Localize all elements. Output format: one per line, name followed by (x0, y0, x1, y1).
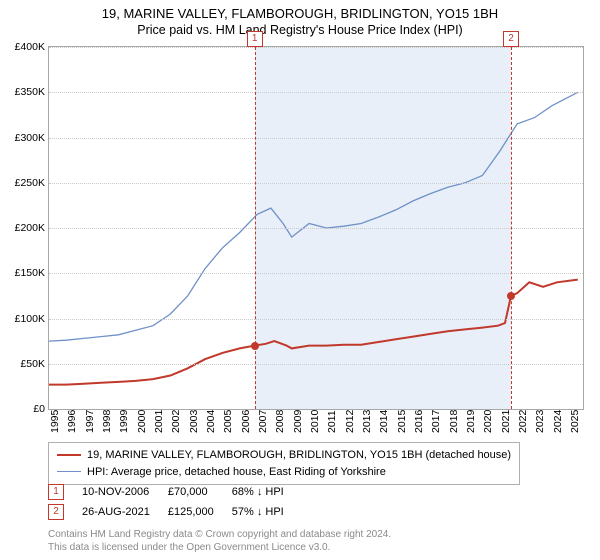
marker-point-1 (251, 342, 259, 350)
transaction-marker: 2 (48, 502, 82, 522)
footer-line2: This data is licensed under the Open Gov… (48, 541, 391, 554)
x-axis-label: 1995 (49, 410, 61, 433)
marker-box-2: 2 (503, 31, 519, 47)
x-axis-label: 2008 (274, 410, 286, 433)
gridline-h (49, 183, 583, 184)
chart-plot-area: £0£50K£100K£150K£200K£250K£300K£350K£400… (48, 46, 584, 410)
x-axis-label: 2019 (465, 410, 477, 433)
x-axis-label: 2013 (361, 410, 373, 433)
gridline-h (49, 92, 583, 93)
x-axis-label: 1999 (118, 410, 130, 433)
y-axis-label: £250K (5, 177, 45, 189)
legend-item-hpi: HPI: Average price, detached house, East… (57, 464, 511, 481)
x-axis-label: 2016 (413, 410, 425, 433)
marker-box-1: 1 (247, 31, 263, 47)
y-axis-label: £50K (5, 358, 45, 370)
chart-title: 19, MARINE VALLEY, FLAMBOROUGH, BRIDLING… (0, 0, 600, 21)
legend-swatch-hpi (57, 471, 81, 472)
y-axis-label: £350K (5, 86, 45, 98)
x-axis-label: 1996 (66, 410, 78, 433)
footer: Contains HM Land Registry data © Crown c… (48, 528, 391, 554)
legend: 19, MARINE VALLEY, FLAMBOROUGH, BRIDLING… (48, 442, 520, 485)
gridline-h (49, 138, 583, 139)
x-axis-label: 2017 (430, 410, 442, 433)
marker-point-2 (507, 292, 515, 300)
x-axis-label: 2012 (344, 410, 356, 433)
y-axis-label: £0 (5, 403, 45, 415)
x-axis-label: 2003 (188, 410, 200, 433)
x-axis-label: 2014 (378, 410, 390, 433)
x-axis-label: 1997 (84, 410, 96, 433)
legend-item-property: 19, MARINE VALLEY, FLAMBOROUGH, BRIDLING… (57, 447, 511, 464)
series-hpi (49, 92, 578, 341)
gridline-h (49, 364, 583, 365)
marker-line-1 (255, 47, 256, 409)
gridline-h (49, 47, 583, 48)
x-axis-label: 1998 (101, 410, 113, 433)
y-axis-label: £200K (5, 222, 45, 234)
transaction-date: 10-NOV-2006 (82, 482, 168, 502)
x-axis-label: 2021 (500, 410, 512, 433)
x-axis-label: 2001 (153, 410, 165, 433)
transaction-row: 226-AUG-2021£125,00057% ↓ HPI (48, 502, 302, 522)
legend-label-hpi: HPI: Average price, detached house, East… (87, 464, 386, 481)
x-axis-label: 2000 (136, 410, 148, 433)
y-axis-label: £150K (5, 267, 45, 279)
transaction-date: 26-AUG-2021 (82, 502, 168, 522)
transaction-marker: 1 (48, 482, 82, 502)
x-axis-label: 2005 (222, 410, 234, 433)
transaction-price: £125,000 (168, 502, 232, 522)
gridline-h (49, 319, 583, 320)
x-axis-label: 2020 (482, 410, 494, 433)
transaction-price: £70,000 (168, 482, 232, 502)
x-axis-label: 2024 (552, 410, 564, 433)
y-axis-label: £400K (5, 41, 45, 53)
x-axis-label: 2010 (309, 410, 321, 433)
footer-line1: Contains HM Land Registry data © Crown c… (48, 528, 391, 541)
gridline-h (49, 273, 583, 274)
x-axis-label: 2023 (534, 410, 546, 433)
chart-container: 19, MARINE VALLEY, FLAMBOROUGH, BRIDLING… (0, 0, 600, 560)
gridline-h (49, 228, 583, 229)
transaction-delta: 57% ↓ HPI (232, 502, 302, 522)
transaction-row: 110-NOV-2006£70,00068% ↓ HPI (48, 482, 302, 502)
legend-swatch-property (57, 454, 81, 456)
x-axis-label: 2002 (170, 410, 182, 433)
y-axis-label: £300K (5, 132, 45, 144)
legend-label-property: 19, MARINE VALLEY, FLAMBOROUGH, BRIDLING… (87, 447, 511, 464)
x-axis-label: 2025 (569, 410, 581, 433)
x-axis-label: 2007 (257, 410, 269, 433)
x-axis-label: 2015 (396, 410, 408, 433)
transactions-table: 110-NOV-2006£70,00068% ↓ HPI226-AUG-2021… (48, 482, 302, 522)
x-axis-label: 2011 (326, 410, 338, 433)
x-axis-label: 2022 (517, 410, 529, 433)
x-axis-label: 2018 (448, 410, 460, 433)
x-axis-label: 2009 (292, 410, 304, 433)
x-axis-label: 2006 (240, 410, 252, 433)
transaction-delta: 68% ↓ HPI (232, 482, 302, 502)
y-axis-label: £100K (5, 313, 45, 325)
marker-line-2 (511, 47, 512, 409)
x-axis-label: 2004 (205, 410, 217, 433)
